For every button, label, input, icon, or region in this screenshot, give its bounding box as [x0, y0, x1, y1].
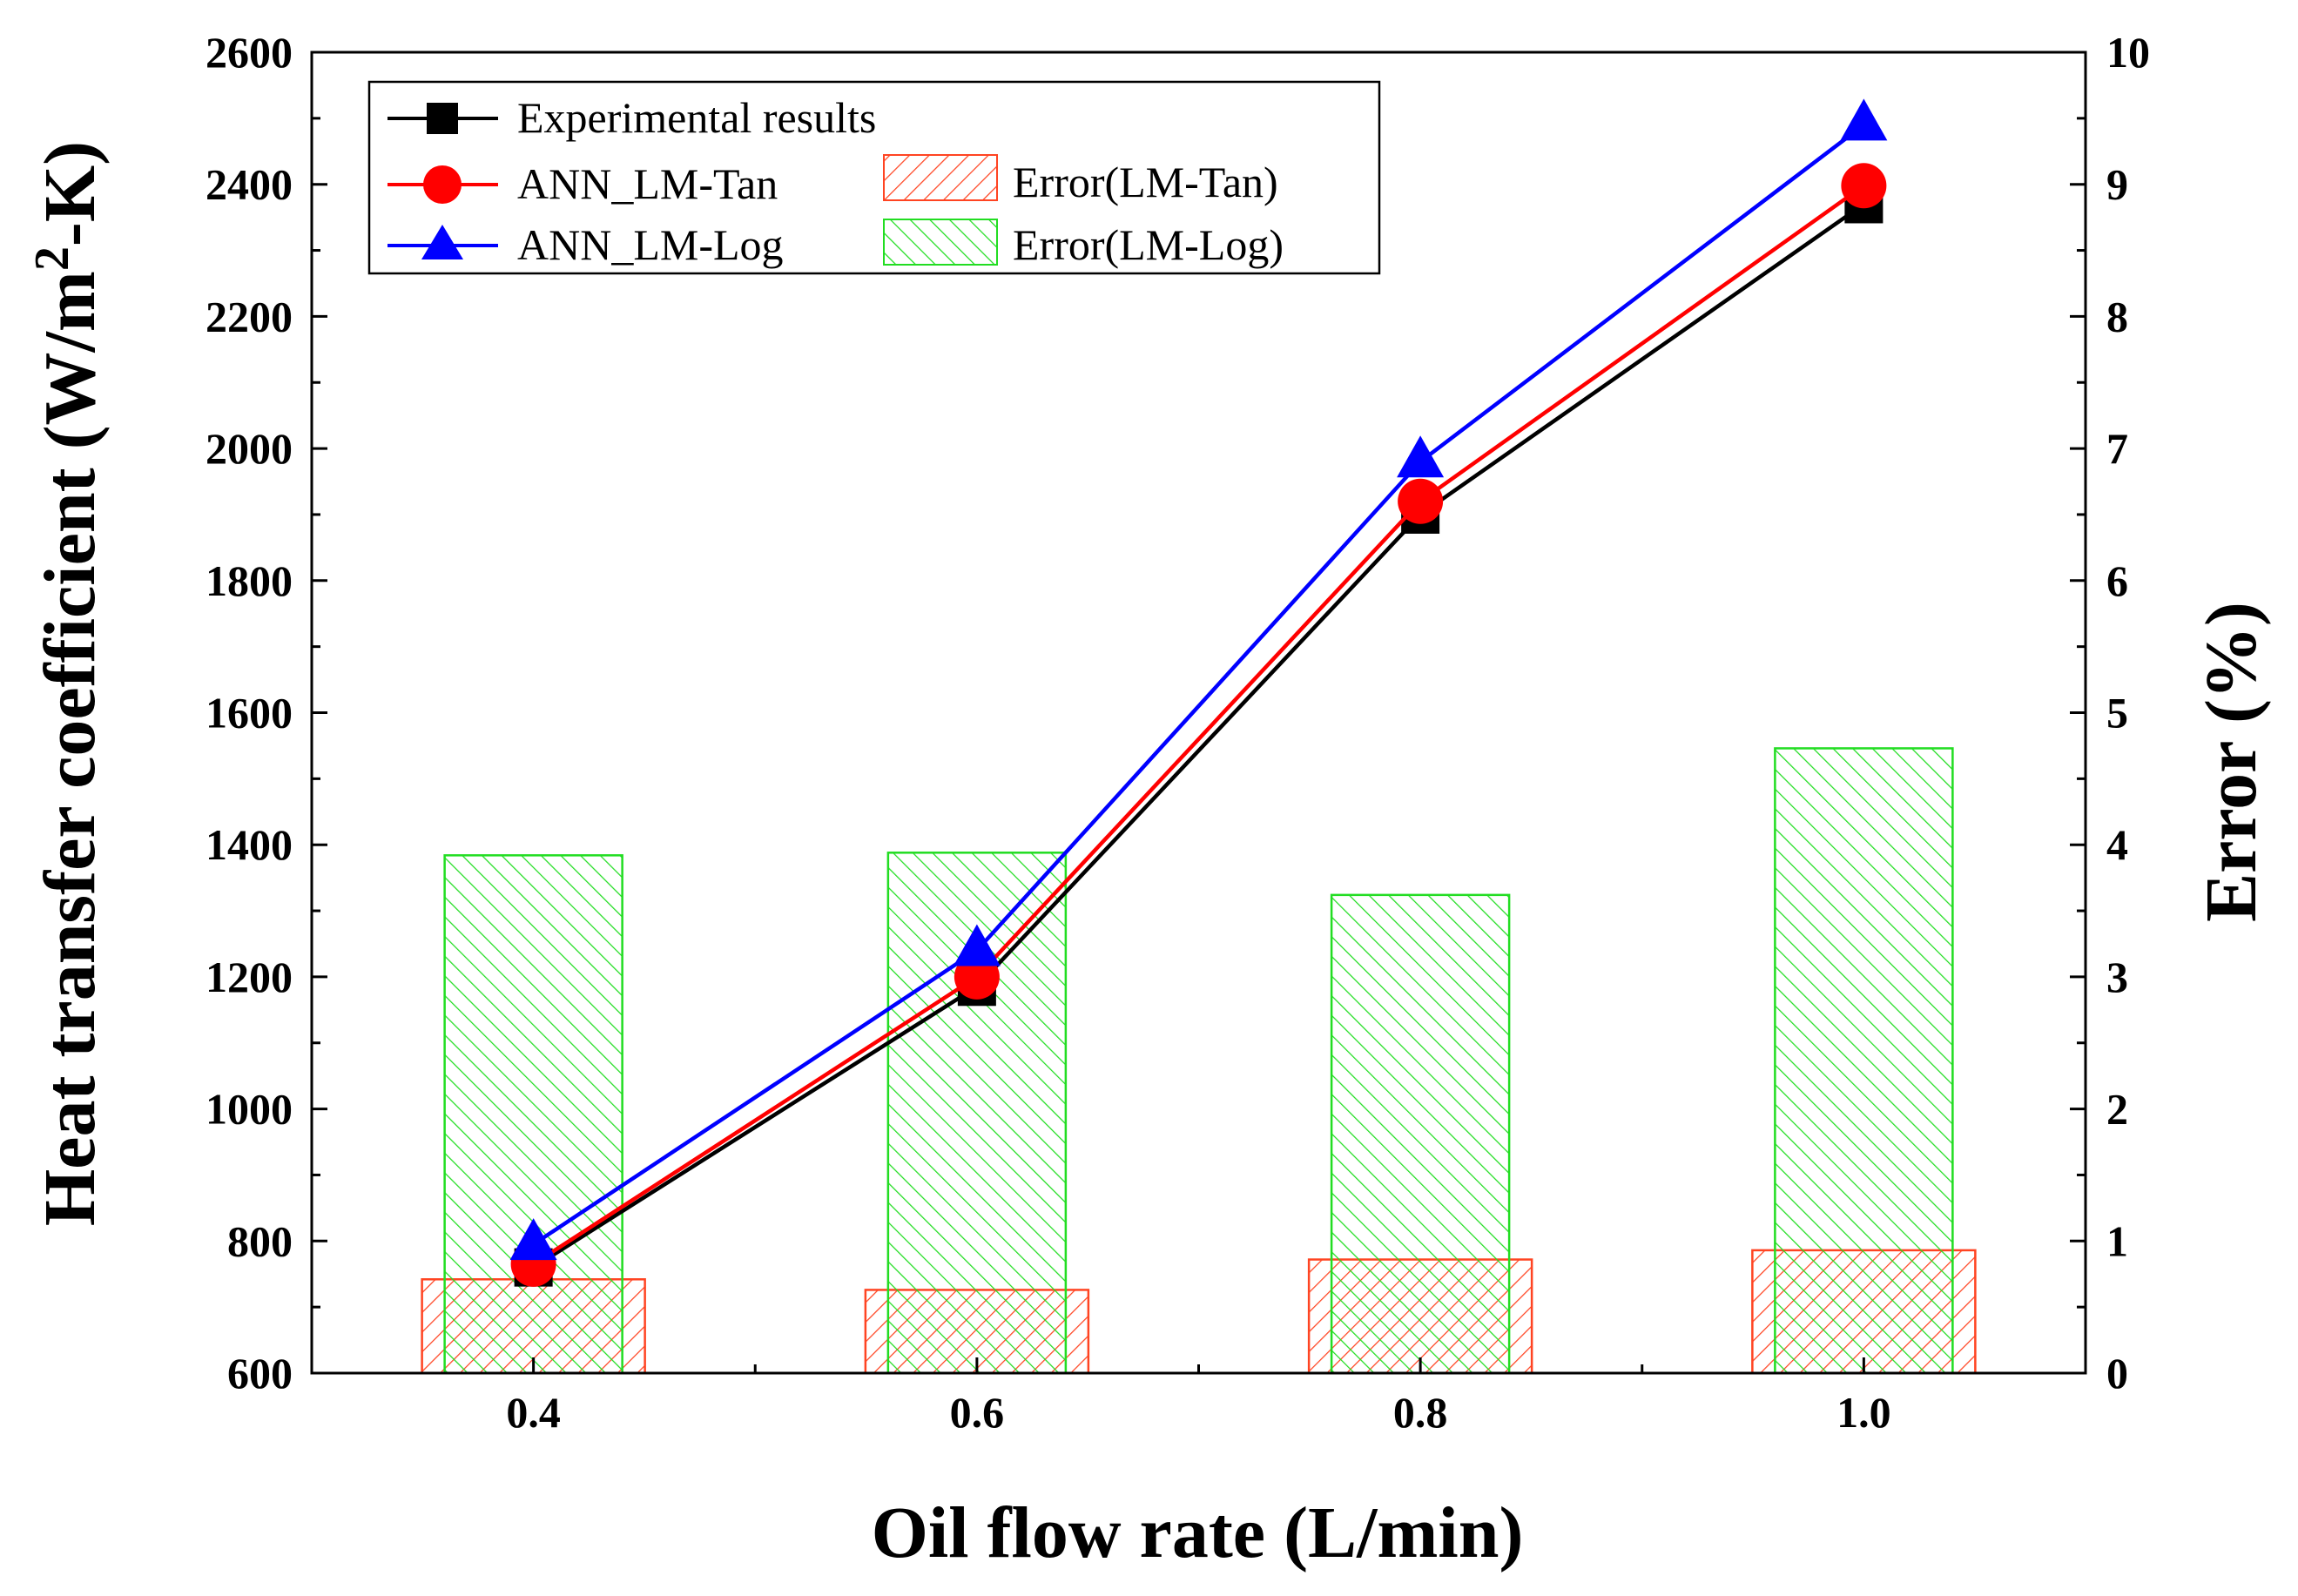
y-left-tick-label: 1200	[206, 953, 293, 1001]
bar-error-lm-log	[443, 854, 623, 1375]
x-axis-title: Oil flow rate (L/min)	[872, 1492, 1524, 1573]
svg-text:ANN_LM-Tan: ANN_LM-Tan	[517, 159, 778, 208]
legend-item-ann-lm-tan: ANN_LM-Tan	[387, 159, 778, 208]
hatch-green-swatch	[883, 219, 998, 266]
x-tick-label: 1.0	[1836, 1388, 1891, 1437]
y-right-tick-label: 3	[2106, 953, 2128, 1001]
y-left-tick-label: 1400	[206, 820, 293, 869]
svg-text:Error(LM-Tan): Error(LM-Tan)	[1013, 158, 1278, 206]
error-bars-layer	[421, 747, 1977, 1375]
y-left-tick-label: 1800	[206, 556, 293, 605]
y-left-tick-label: 800	[227, 1216, 293, 1265]
legend: Experimental results ANN_LM-Tan ANN_LM-L…	[367, 80, 1381, 275]
y-axis-right-title: Error (%)	[2191, 602, 2272, 922]
hatch-red-swatch	[883, 154, 998, 201]
y-left-tick-label: 2200	[206, 292, 293, 340]
y-right-tick-label: 0	[2106, 1349, 2128, 1397]
triangle-marker-icon	[421, 225, 463, 259]
point-ann-lm-tan	[1841, 163, 1887, 209]
point-ann-lm-tan	[1398, 478, 1444, 524]
y-right-tick-label: 6	[2106, 556, 2128, 605]
legend-item-ann-lm-log: ANN_LM-Log	[387, 220, 784, 269]
svg-text:Error(LM-Log): Error(LM-Log)	[1013, 220, 1284, 269]
square-marker-icon	[427, 103, 458, 134]
point-ann-lm-log	[509, 1218, 557, 1261]
x-tick-label: 0.6	[950, 1388, 1005, 1437]
y-right-tick-label: 4	[2106, 820, 2128, 869]
point-ann-lm-log	[953, 924, 1001, 966]
y-right-tick-label: 2	[2106, 1085, 2128, 1134]
y-axis-left-title: Heat transfer coefficient (W/m2-K)	[25, 141, 111, 1226]
y-left-tick-label: 2600	[206, 28, 293, 77]
y-right-tick-label: 8	[2106, 292, 2128, 340]
y-right-tick-label: 9	[2106, 160, 2128, 209]
y-right-tick-label: 10	[2106, 28, 2150, 77]
y-right-tick-label: 1	[2106, 1216, 2128, 1265]
y-left-tick-label: 600	[227, 1349, 293, 1397]
y-right-tick-label: 7	[2106, 424, 2128, 473]
legend-item-error-lm-tan: Error(LM-Tan)	[883, 154, 1278, 206]
series-line-ann-lm-tan	[532, 184, 1865, 1266]
svg-text:ANN_LM-Log: ANN_LM-Log	[517, 220, 784, 269]
point-ann-lm-log	[1397, 435, 1445, 478]
bar-error-lm-log	[1774, 747, 1954, 1375]
circle-marker-icon	[423, 165, 462, 204]
series-line-experimental-results	[532, 202, 1865, 1269]
y-left-tick-label: 2000	[206, 424, 293, 473]
series-lines-layer	[509, 98, 1888, 1287]
series-line-ann-lm-log	[532, 123, 1865, 1246]
x-tick-label: 0.8	[1393, 1388, 1448, 1437]
legend-box	[367, 80, 1381, 275]
y-left-tick-label: 1600	[206, 689, 293, 737]
bar-error-lm-log	[1330, 893, 1511, 1375]
point-ann-lm-log	[1840, 98, 1888, 141]
legend-item-error-lm-log: Error(LM-Log)	[883, 219, 1284, 269]
legend-item-experimental: Experimental results	[387, 93, 876, 142]
y-left-tick-label: 2400	[206, 160, 293, 209]
y-right-tick-label: 5	[2106, 689, 2128, 737]
y-left-tick-label: 1000	[206, 1085, 293, 1134]
x-tick-label: 0.4	[506, 1388, 561, 1437]
axes-layer: 6008001000120014001600180020002200240026…	[206, 28, 2150, 1437]
svg-text:Experimental results: Experimental results	[517, 93, 876, 142]
